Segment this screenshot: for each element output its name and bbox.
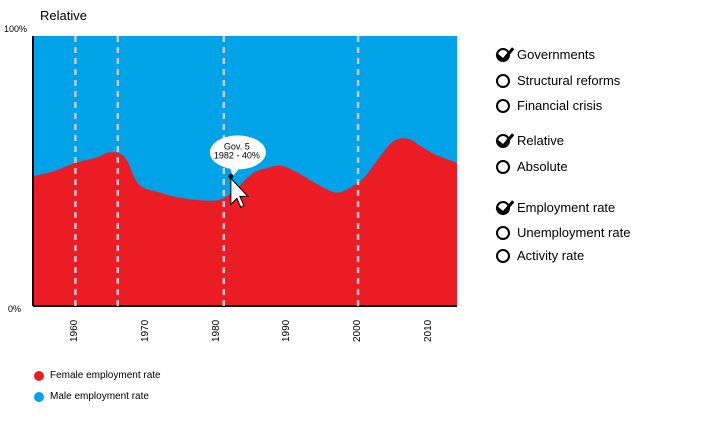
y-tick-label-top: 100% [4,24,28,34]
legend-swatch-male [34,391,44,402]
option-label: Relative [517,133,564,148]
option-governments[interactable]: Governments [495,42,596,62]
annotation-bubble-tail [228,164,241,177]
radio-checked-icon[interactable] [495,128,515,148]
legend-item-male: Male employment rate [34,391,149,402]
option-label: Activity rate [517,248,585,263]
x-tick-label-1990: 1990 [281,319,293,342]
option-label: Financial crisis [517,98,603,113]
option-activity-rate[interactable]: Activity rate [496,248,584,263]
legend-label-female: Female employment rate [50,370,161,381]
radio-checked-icon[interactable] [495,42,515,62]
annotation-point [228,173,234,179]
x-tick-label-2010: 2010 [422,319,434,342]
radio-unchecked-icon[interactable] [496,159,510,174]
option-financial-crisis[interactable]: Financial crisis [496,98,602,113]
x-tick-label-2000: 2000 [352,319,364,342]
legend-label-male: Male employment rate [50,391,149,402]
option-label: Governments [517,47,596,62]
x-tick-label-1960: 1960 [69,319,81,342]
option-absolute[interactable]: Absolute [496,159,568,174]
option-label: Absolute [517,159,568,174]
option-structural-reforms[interactable]: Structural reforms [496,73,620,88]
annotation-bubble [209,135,266,170]
option-relative[interactable]: Relative [495,128,564,148]
mouse-cursor-icon [230,177,250,209]
legend-swatch-female [34,370,44,381]
option-label: Structural reforms [517,73,621,88]
option-employment-rate[interactable]: Employment rate [495,195,616,215]
annotation-label-line1: Gov. 5 [224,141,250,151]
legend-item-female: Female employment rate [34,370,161,381]
series-area-female [33,138,457,306]
radio-unchecked-icon[interactable] [496,225,510,240]
chart-title: Relative [40,8,87,23]
radio-unchecked-icon[interactable] [496,248,510,263]
x-tick-label-1970: 1970 [140,319,152,342]
radio-unchecked-icon[interactable] [496,98,510,113]
option-label: Unemployment rate [517,225,631,240]
option-unemployment-rate[interactable]: Unemployment rate [496,225,630,240]
radio-checked-icon[interactable] [495,195,515,215]
annotation-label-line2: 1982 - 40% [214,150,260,160]
y-tick-label-bottom: 0% [8,304,22,314]
x-tick-label-1980: 1980 [210,319,222,342]
option-label: Employment rate [517,200,616,215]
radio-unchecked-icon[interactable] [496,73,510,88]
